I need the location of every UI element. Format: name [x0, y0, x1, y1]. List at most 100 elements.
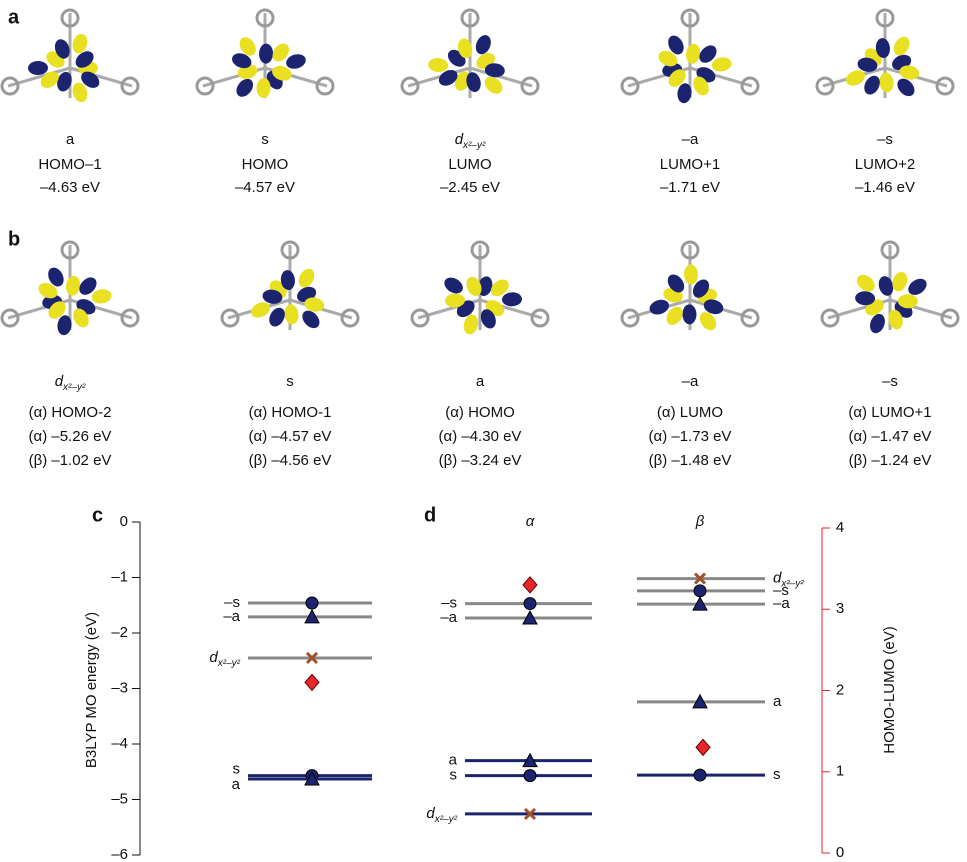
- orbital-info: (α) –5.26 eV: [29, 428, 112, 445]
- symmetry-label: –a: [773, 595, 790, 612]
- symmetry-sub: x²–y²: [62, 382, 86, 393]
- symmetry-label: –a: [440, 609, 457, 626]
- y-tick-label: –4: [111, 735, 128, 752]
- level-marker: [524, 770, 536, 782]
- orbital-lobe: [891, 34, 913, 58]
- orbital-energy: –1.71 eV: [660, 179, 720, 196]
- symmetry-label: –s: [882, 373, 898, 390]
- orbital-image: [222, 242, 358, 331]
- orbital-image: [822, 242, 958, 335]
- orbital-energy: –2.45 eV: [440, 179, 500, 196]
- orbital-image: [197, 10, 333, 100]
- orbital-info: (β) –1.02 eV: [29, 452, 112, 469]
- orbital-name: HOMO–1: [38, 156, 101, 173]
- orbital-lobe: [283, 304, 299, 326]
- gap-marker: [696, 739, 710, 755]
- orbital-name: HOMO: [242, 156, 289, 173]
- orbital-name: LUMO: [448, 156, 491, 173]
- orbital-info: (α) –1.73 eV: [649, 428, 732, 445]
- symmetry-sub: x²–y²: [217, 658, 241, 669]
- gap-marker: [523, 577, 537, 593]
- orbital-lobe: [441, 274, 465, 296]
- orbital-lobe: [684, 264, 699, 284]
- symmetry-sub: x²–y²: [462, 140, 486, 151]
- y2-tick-label: 2: [836, 681, 844, 698]
- orbital-image: [622, 242, 758, 333]
- orbital-image: [402, 10, 538, 98]
- gap-marker: [305, 674, 319, 690]
- symmetry-label: a: [66, 131, 75, 148]
- orbital-info: (β) –1.48 eV: [649, 452, 732, 469]
- orbital-info: (β) –4.56 eV: [249, 452, 332, 469]
- panel-label: a: [8, 6, 20, 28]
- orbital-info: (α) HOMO: [445, 404, 515, 421]
- y-tick-label: 0: [120, 513, 128, 530]
- symmetry-label: dx²–y²: [209, 649, 240, 669]
- y2-axis-label: HOMO-LUMO (eV): [881, 626, 898, 754]
- symmetry-label: –a: [223, 608, 240, 625]
- orbital-info: (α) LUMO: [657, 404, 723, 421]
- orbital-lobe: [648, 297, 671, 317]
- symmetry-label: dx²–y²: [55, 373, 86, 393]
- symmetry-label: s: [450, 767, 458, 784]
- level-marker: [694, 585, 706, 597]
- orbital-lobe: [502, 292, 523, 307]
- level-marker: [694, 769, 706, 781]
- y2-tick-label: 4: [836, 519, 844, 536]
- symmetry-label: dx²–y²: [455, 131, 486, 151]
- symmetry-label: –a: [682, 131, 699, 148]
- orbital-lobe: [296, 266, 318, 290]
- symmetry-label: s: [261, 131, 269, 148]
- orbital-info: (α) –1.47 eV: [849, 428, 932, 445]
- orbital-lobe: [878, 72, 894, 94]
- orbital-energy: –4.63 eV: [40, 179, 100, 196]
- orbital-image: [2, 10, 138, 104]
- y2-tick-label: 0: [836, 844, 844, 861]
- orbital-lobe: [233, 76, 256, 100]
- orbital-image: [622, 10, 758, 104]
- orbital-image: [412, 242, 548, 336]
- spin-header: β: [695, 513, 705, 530]
- orbital-info: (α) –4.30 eV: [439, 428, 522, 445]
- panel-label: b: [8, 228, 20, 250]
- orbital-lobe: [682, 304, 696, 324]
- orbital-info: (α) HOMO-1: [249, 404, 332, 421]
- orbital-image: [2, 242, 138, 336]
- symmetry-label: –a: [682, 373, 699, 390]
- y-axis-label: B3LYP MO energy (eV): [83, 612, 100, 768]
- y2-tick-label: 3: [836, 600, 844, 617]
- orbital-energy: –4.57 eV: [235, 179, 295, 196]
- symmetry-label: –s: [877, 131, 893, 148]
- symmetry-label: a: [232, 776, 241, 793]
- level-marker: [306, 597, 318, 609]
- orbital-lobe: [711, 56, 733, 73]
- orbital-lobe: [428, 57, 449, 73]
- y-tick-label: –2: [111, 624, 128, 641]
- symmetry-label: s: [286, 373, 294, 390]
- panel-label: d: [424, 504, 436, 526]
- orbital-energy: –1.46 eV: [855, 179, 915, 196]
- symmetry-label: a: [476, 373, 485, 390]
- orbital-name: LUMO+1: [660, 156, 720, 173]
- orbital-lobe: [284, 52, 307, 71]
- symmetry-label: s: [773, 766, 781, 783]
- panel-label: c: [92, 504, 103, 526]
- figure: a b c d a HOMO–1 –4.63 eV s HOMO –4.57 eV dx²–…: [0, 0, 967, 862]
- y-tick-label: –1: [111, 568, 128, 585]
- y2-tick-label: 1: [836, 763, 844, 780]
- orbital-lobe: [91, 288, 113, 305]
- orbital-info: (β) –1.24 eV: [849, 452, 932, 469]
- orbital-info: (α) LUMO+1: [848, 404, 931, 421]
- y-tick-label: –6: [111, 846, 128, 862]
- orbital-lobe: [259, 43, 274, 63]
- orbital-lobe: [473, 33, 494, 57]
- orbital-info: (α) HOMO-2: [29, 404, 112, 421]
- orbital-lobe: [28, 61, 48, 75]
- orbital-name: LUMO+2: [855, 156, 915, 173]
- symmetry-label: dx²–y²: [426, 805, 457, 825]
- level-marker: [524, 598, 536, 610]
- symmetry-sub: x²–y²: [434, 814, 458, 825]
- y-tick-label: –3: [111, 679, 128, 696]
- orbital-lobe: [65, 275, 82, 297]
- spin-header: α: [526, 513, 535, 530]
